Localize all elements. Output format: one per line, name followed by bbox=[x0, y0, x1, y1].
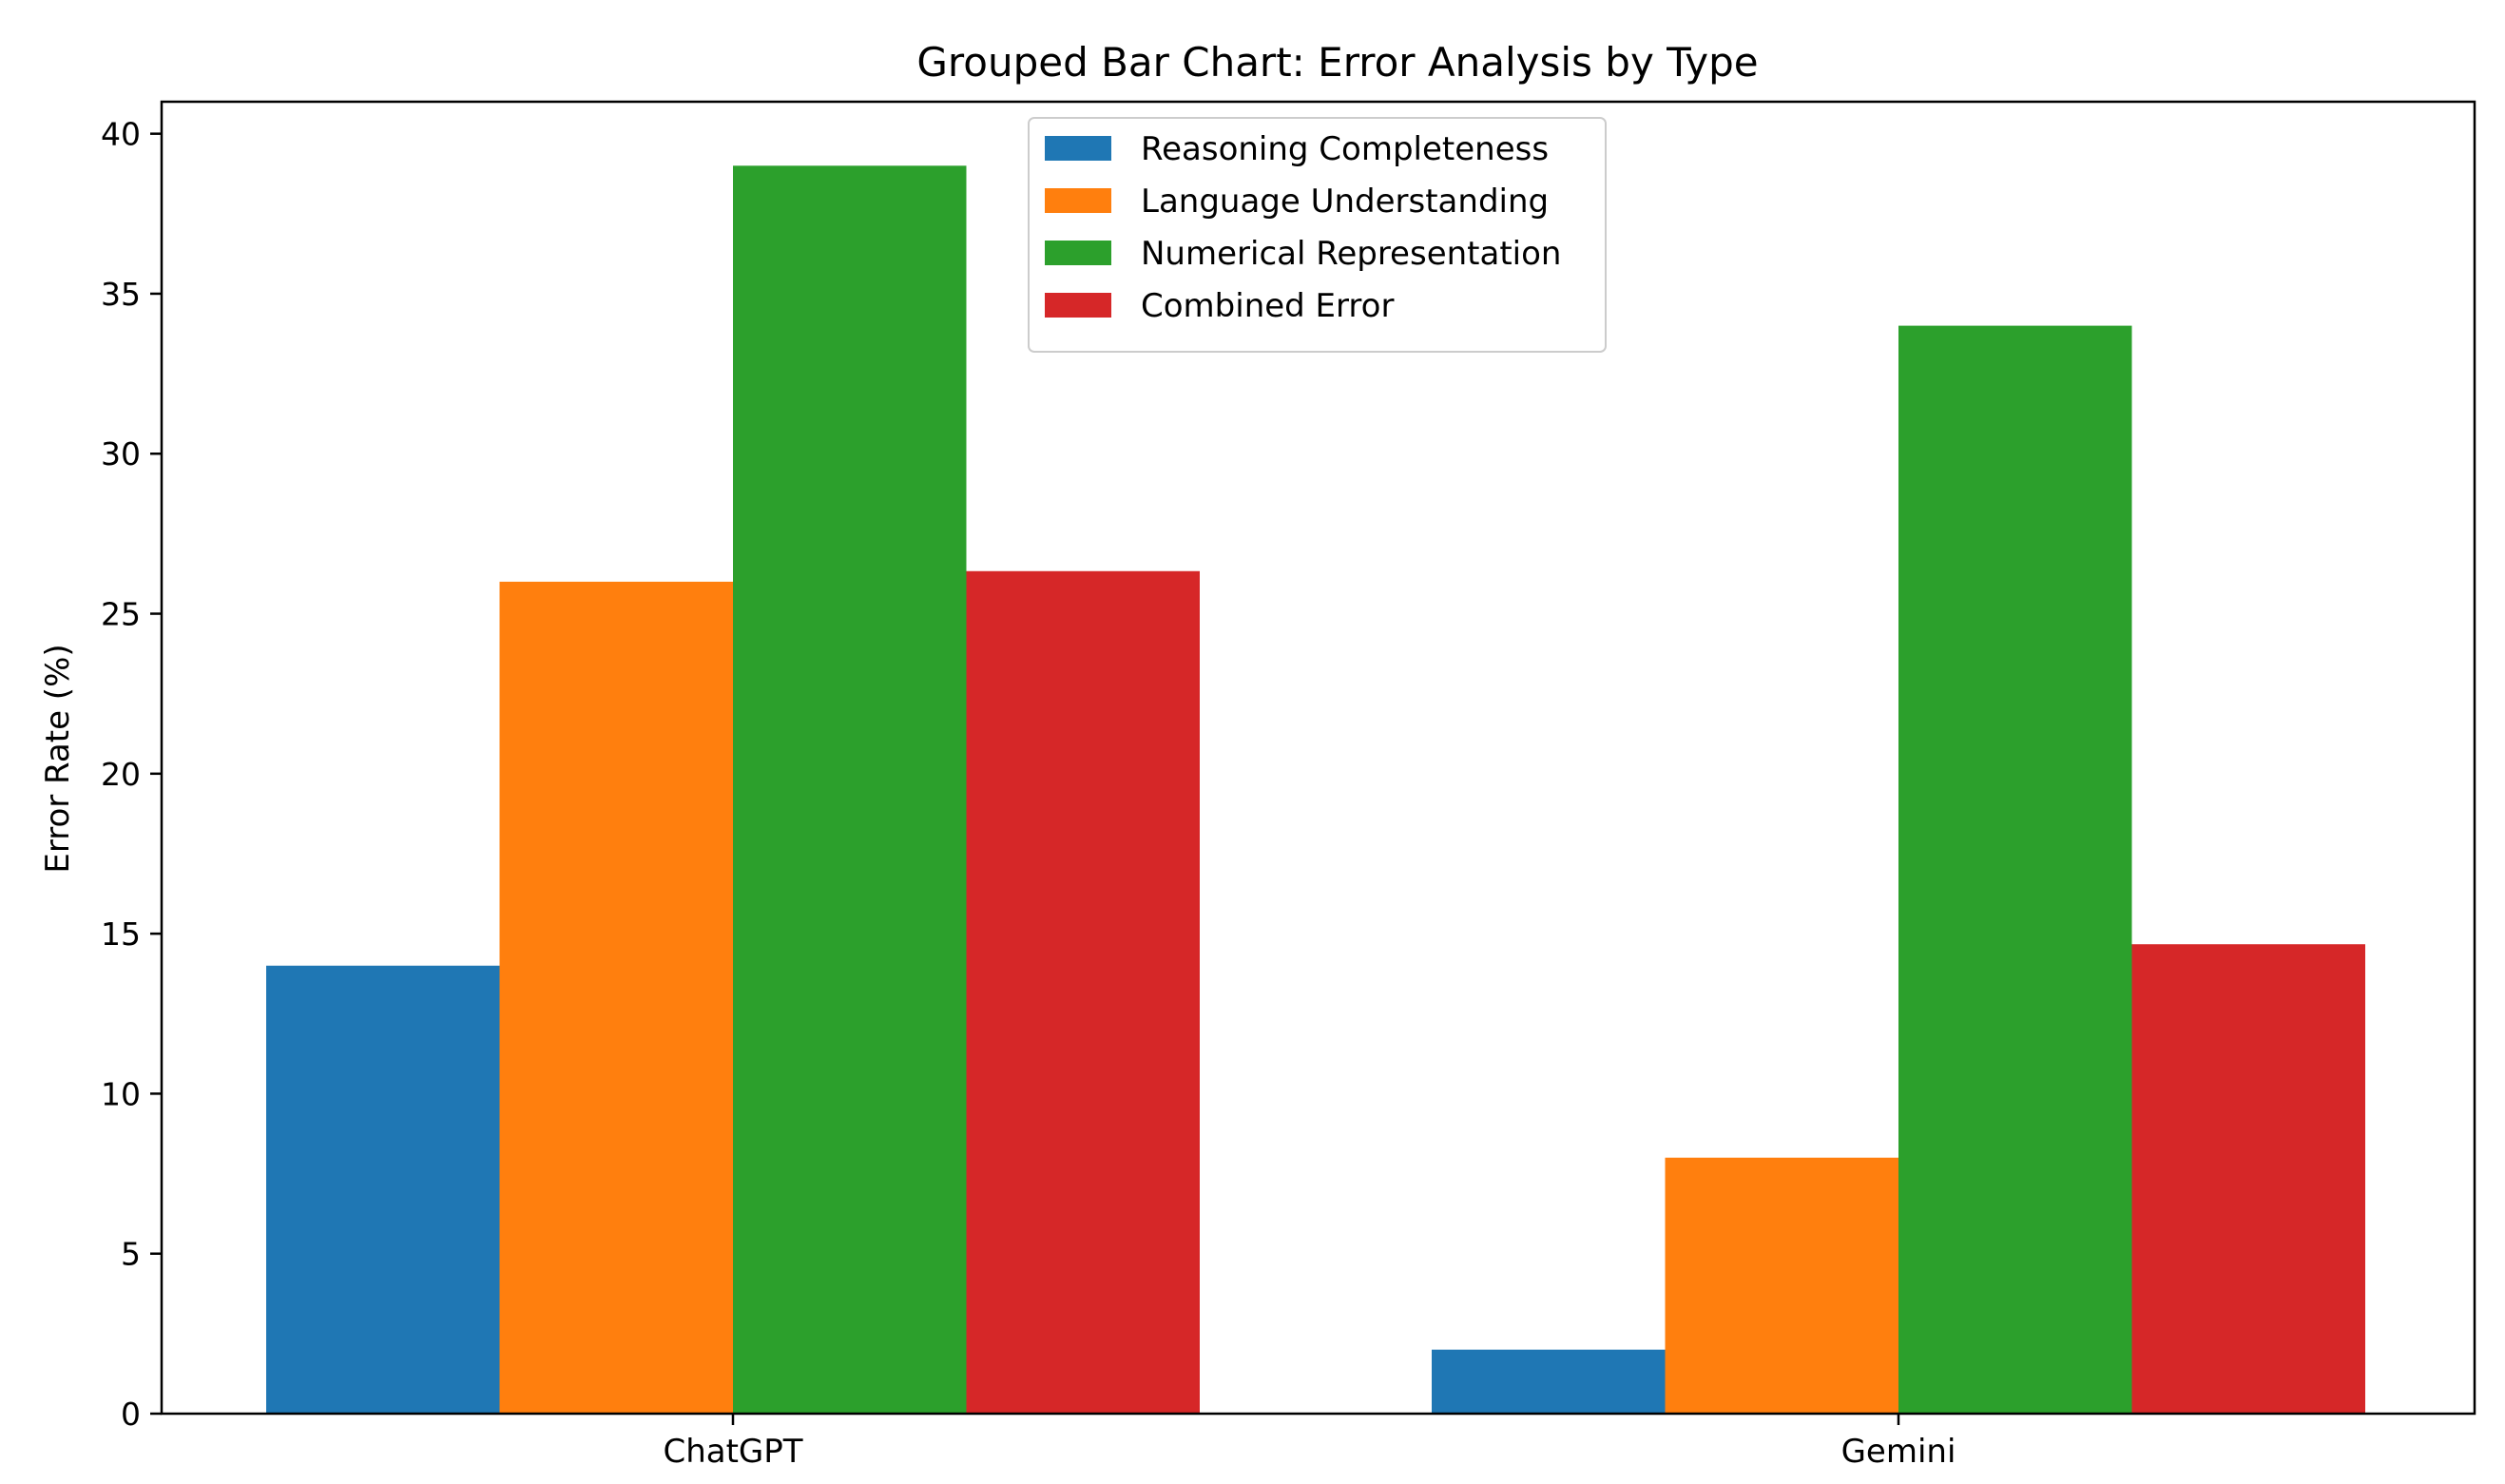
legend-swatch-language-understanding bbox=[1045, 188, 1111, 213]
x-tick-label-chatgpt: ChatGPT bbox=[663, 1433, 802, 1471]
plot-frame bbox=[160, 100, 2476, 1416]
legend-frame bbox=[1028, 117, 1607, 353]
bar-gemini-numerical-representation bbox=[1898, 325, 2132, 1414]
chart-title: Grouped Bar Chart: Error Analysis by Typ… bbox=[916, 39, 1758, 86]
legend-label-combined-error: Combined Error bbox=[1141, 287, 1394, 325]
legend: Reasoning Completeness Language Understan… bbox=[1028, 117, 1607, 353]
y-tick-label: 15 bbox=[101, 915, 141, 953]
legend-label-numerical-representation: Numerical Representation bbox=[1141, 235, 1561, 273]
y-tick-label: 5 bbox=[121, 1236, 141, 1273]
y-tick-label: 0 bbox=[121, 1396, 141, 1433]
bar-gemini-reasoning-completeness bbox=[1432, 1349, 1666, 1414]
bar-chatgpt-numerical-representation bbox=[733, 165, 967, 1414]
legend-swatch-reasoning-completeness bbox=[1045, 136, 1111, 161]
legend-label-language-understanding: Language Understanding bbox=[1141, 183, 1549, 221]
bar-gemini-combined-error bbox=[2131, 944, 2365, 1414]
x-tick-label-gemini: Gemini bbox=[1841, 1433, 1956, 1471]
legend-swatch-numerical-representation bbox=[1045, 241, 1111, 265]
ticks-layer: 0 5 10 15 20 25 30 35 40 ChatGPT Gemini bbox=[101, 116, 1956, 1471]
bar-chatgpt-language-understanding bbox=[499, 581, 733, 1414]
legend-label-reasoning-completeness: Reasoning Completeness bbox=[1141, 130, 1549, 168]
bar-gemini-language-understanding bbox=[1665, 1157, 1898, 1414]
y-axis-label: Error Rate (%) bbox=[39, 644, 77, 873]
y-tick-label: 25 bbox=[101, 596, 141, 633]
y-tick-label: 30 bbox=[101, 435, 141, 472]
y-tick-label: 10 bbox=[101, 1075, 141, 1112]
bar-chatgpt-reasoning-completeness bbox=[266, 965, 500, 1414]
bars-layer bbox=[266, 165, 2365, 1414]
legend-swatch-combined-error bbox=[1045, 293, 1111, 318]
y-tick-label: 35 bbox=[101, 276, 141, 313]
y-tick-label: 20 bbox=[101, 756, 141, 793]
bar-chatgpt-combined-error bbox=[966, 570, 1200, 1414]
y-tick-label: 40 bbox=[101, 116, 141, 153]
